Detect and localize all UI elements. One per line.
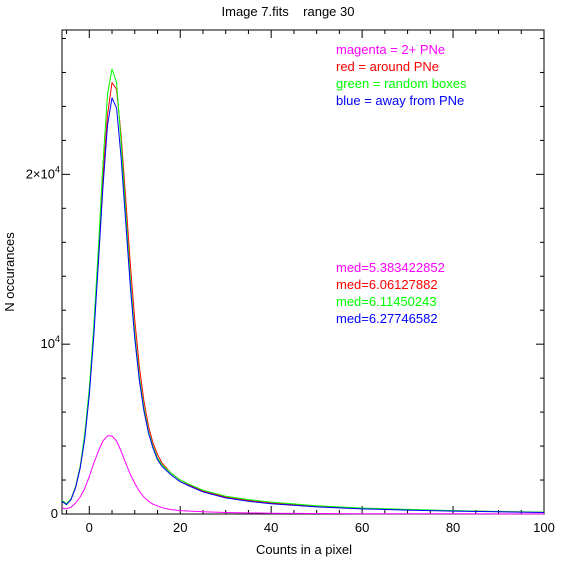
- x-tick-label: 100: [533, 520, 555, 535]
- y-tick-label: 104: [41, 334, 60, 351]
- series-lines: [61, 68, 545, 515]
- x-tick-label: 40: [264, 520, 278, 535]
- median-label: med=6.06127882: [336, 277, 438, 292]
- legend-entry: red = around PNe: [336, 59, 439, 74]
- series-line-0000ff: [61, 97, 545, 513]
- x-tick-label: 20: [173, 520, 187, 535]
- y-tick-label: 2×104: [26, 164, 60, 181]
- plot-frame: [61, 29, 545, 515]
- y-tick-exponent: 4: [55, 334, 60, 344]
- axis-ticks: [62, 30, 545, 515]
- y-axis-label: N occurances: [2, 232, 17, 312]
- x-tick-label: 80: [446, 520, 460, 535]
- series-line-00ff00: [61, 68, 545, 513]
- y-tick-exponent: 4: [55, 164, 60, 174]
- x-tick-label: 60: [355, 520, 369, 535]
- x-tick-label: 0: [86, 520, 93, 535]
- legend-entry: magenta = 2+ PNe: [336, 42, 445, 57]
- axis-tick-labels: 0 20 40 60 80 100 0 104 2×104: [26, 164, 555, 535]
- median-labels: med=5.383422852 med=6.06127882 med=6.11450…: [336, 260, 445, 326]
- median-label: med=6.11450243: [336, 294, 437, 309]
- legend-entry: blue = away from PNe: [336, 93, 464, 108]
- series-line-ff00ff: [61, 435, 545, 515]
- x-axis-label: Counts in a pixel: [256, 542, 352, 557]
- median-label: med=5.383422852: [336, 260, 445, 275]
- legend: magenta = 2+ PNe red = around PNe green = …: [336, 42, 467, 108]
- series-line-ff0000: [61, 82, 545, 513]
- median-label: med=6.27746582: [336, 311, 438, 326]
- legend-entry: green = random boxes: [336, 76, 467, 91]
- y-tick-label: 0: [51, 506, 58, 521]
- chart-title: Image 7.fits range 30: [222, 4, 355, 19]
